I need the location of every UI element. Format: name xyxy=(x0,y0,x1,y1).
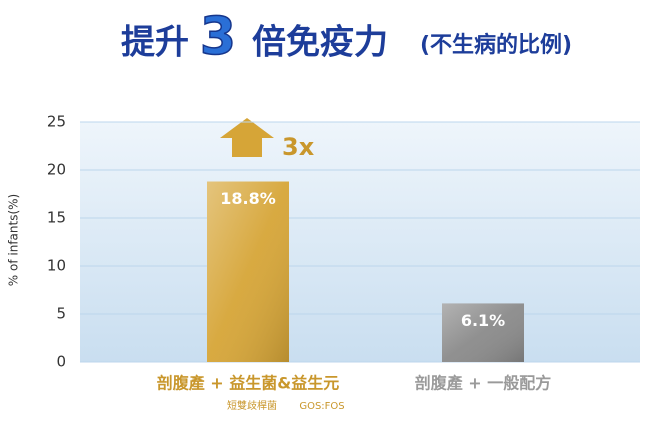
x-tick-label: 剖腹產 + 一般配方 xyxy=(415,374,552,393)
y-tick-label: 10 xyxy=(47,257,66,275)
annotation: 3x xyxy=(282,133,315,161)
y-tick-label: 0 xyxy=(56,353,66,371)
y-tick-label: 25 xyxy=(47,113,66,131)
title-note: (不生病的比例) xyxy=(420,32,572,58)
y-tick-label: 5 xyxy=(56,305,66,323)
y-axis-label: % of infants(%) xyxy=(7,194,21,286)
title-prefix: 提升 xyxy=(121,23,189,63)
bar-shine xyxy=(442,303,524,362)
x-tick-label: 剖腹產 + 益生菌&益生元 xyxy=(157,374,340,393)
value-label: 6.1% xyxy=(461,311,505,330)
title-suffix: 倍免疫力 xyxy=(252,23,388,63)
bar-shine xyxy=(207,181,289,362)
category-note: 短雙歧桿菌 xyxy=(227,399,277,412)
title-highlight: 3 xyxy=(200,7,236,67)
plot-area xyxy=(80,122,640,362)
y-tick-label: 15 xyxy=(47,209,66,227)
value-label: 18.8% xyxy=(220,189,276,208)
up-arrow-icon xyxy=(220,118,274,157)
y-tick-label: 20 xyxy=(47,161,66,179)
category-note: GOS:FOS xyxy=(299,401,344,412)
